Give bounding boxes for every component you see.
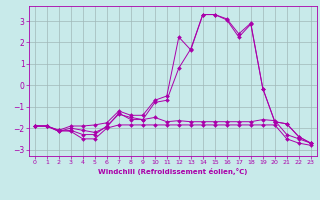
X-axis label: Windchill (Refroidissement éolien,°C): Windchill (Refroidissement éolien,°C)	[98, 168, 247, 175]
